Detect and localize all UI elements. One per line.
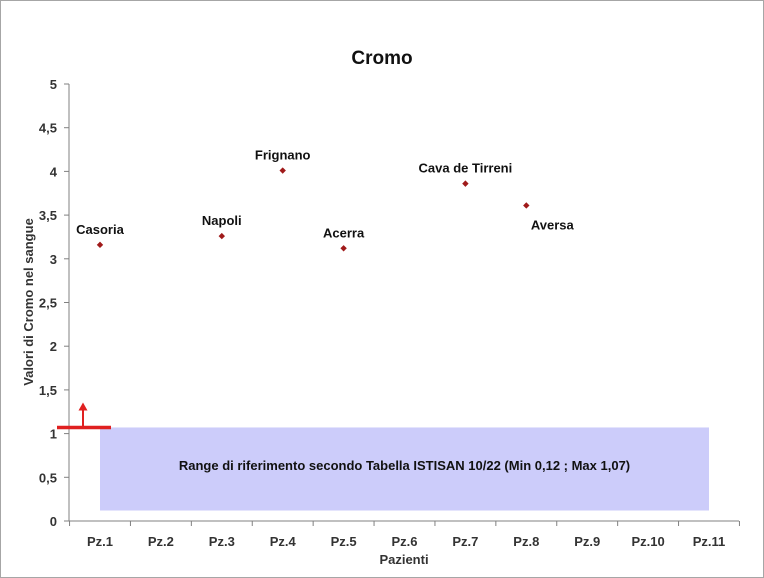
- y-tick-label: 0,5: [39, 470, 57, 485]
- data-label: Aversa: [531, 217, 575, 232]
- data-point: [96, 241, 104, 249]
- x-tick-label: Pz.5: [331, 534, 357, 549]
- chart-title: Cromo: [351, 48, 412, 69]
- x-tick-label: Pz.10: [631, 534, 664, 549]
- axes-layer: 0 0,5 1 1,5 2 2,5 3 3,5 4 4,5 5 Pz.1 Pz.2 Pz.3 Pz.4 Pz.…: [39, 77, 740, 549]
- reference-range-band: [100, 427, 709, 511]
- data-point: [218, 232, 225, 240]
- indicator-layer: [57, 402, 111, 430]
- y-tick-label: 4: [50, 164, 58, 179]
- y-axis-title: Valori di Cromo nel sangue: [21, 218, 36, 386]
- x-tick-label: Pz.2: [148, 534, 174, 549]
- data-point: [340, 245, 347, 252]
- y-tick-label: 0: [50, 514, 57, 529]
- x-tick-label: Pz.4: [270, 534, 297, 549]
- reference-range-layer: Range di riferimento secondo Tabella IST…: [100, 427, 709, 511]
- data-label: Cava de Tirreni: [419, 161, 513, 176]
- x-tick-label: Pz.3: [209, 534, 235, 549]
- data-label: Acerra: [323, 225, 365, 240]
- points-layer: Casoria Napoli Frignano Acerra Cava de Tirre…: [76, 148, 575, 252]
- y-tick-label: 4,5: [39, 121, 57, 136]
- x-tick-label: Pz.9: [574, 534, 600, 549]
- y-tick-label: 5: [50, 77, 57, 92]
- arrow-up-icon: [78, 402, 88, 411]
- x-tick-label: Pz.8: [513, 534, 539, 549]
- y-tick-label: 3: [50, 252, 57, 267]
- x-tick-label: Pz.1: [87, 534, 113, 549]
- x-tick-label: Pz.6: [391, 534, 417, 549]
- data-point: [279, 167, 286, 174]
- y-tick-label: 3,5: [39, 208, 57, 223]
- data-label: Casoria: [76, 222, 124, 237]
- x-tick-label: Pz.7: [452, 534, 478, 549]
- y-tick-label: 1: [50, 427, 57, 442]
- x-tick-label: Pz.11: [693, 534, 726, 549]
- data-point: [462, 180, 469, 187]
- y-tick-label: 2: [50, 339, 57, 354]
- data-point: [523, 202, 530, 209]
- x-axis-title: Pazienti: [379, 552, 428, 567]
- y-tick-label: 2,5: [39, 296, 57, 311]
- data-label: Napoli: [202, 213, 242, 228]
- reference-range-label: Range di riferimento secondo Tabella IST…: [179, 458, 630, 473]
- data-label: Frignano: [255, 148, 311, 163]
- y-tick-label: 1,5: [39, 383, 57, 398]
